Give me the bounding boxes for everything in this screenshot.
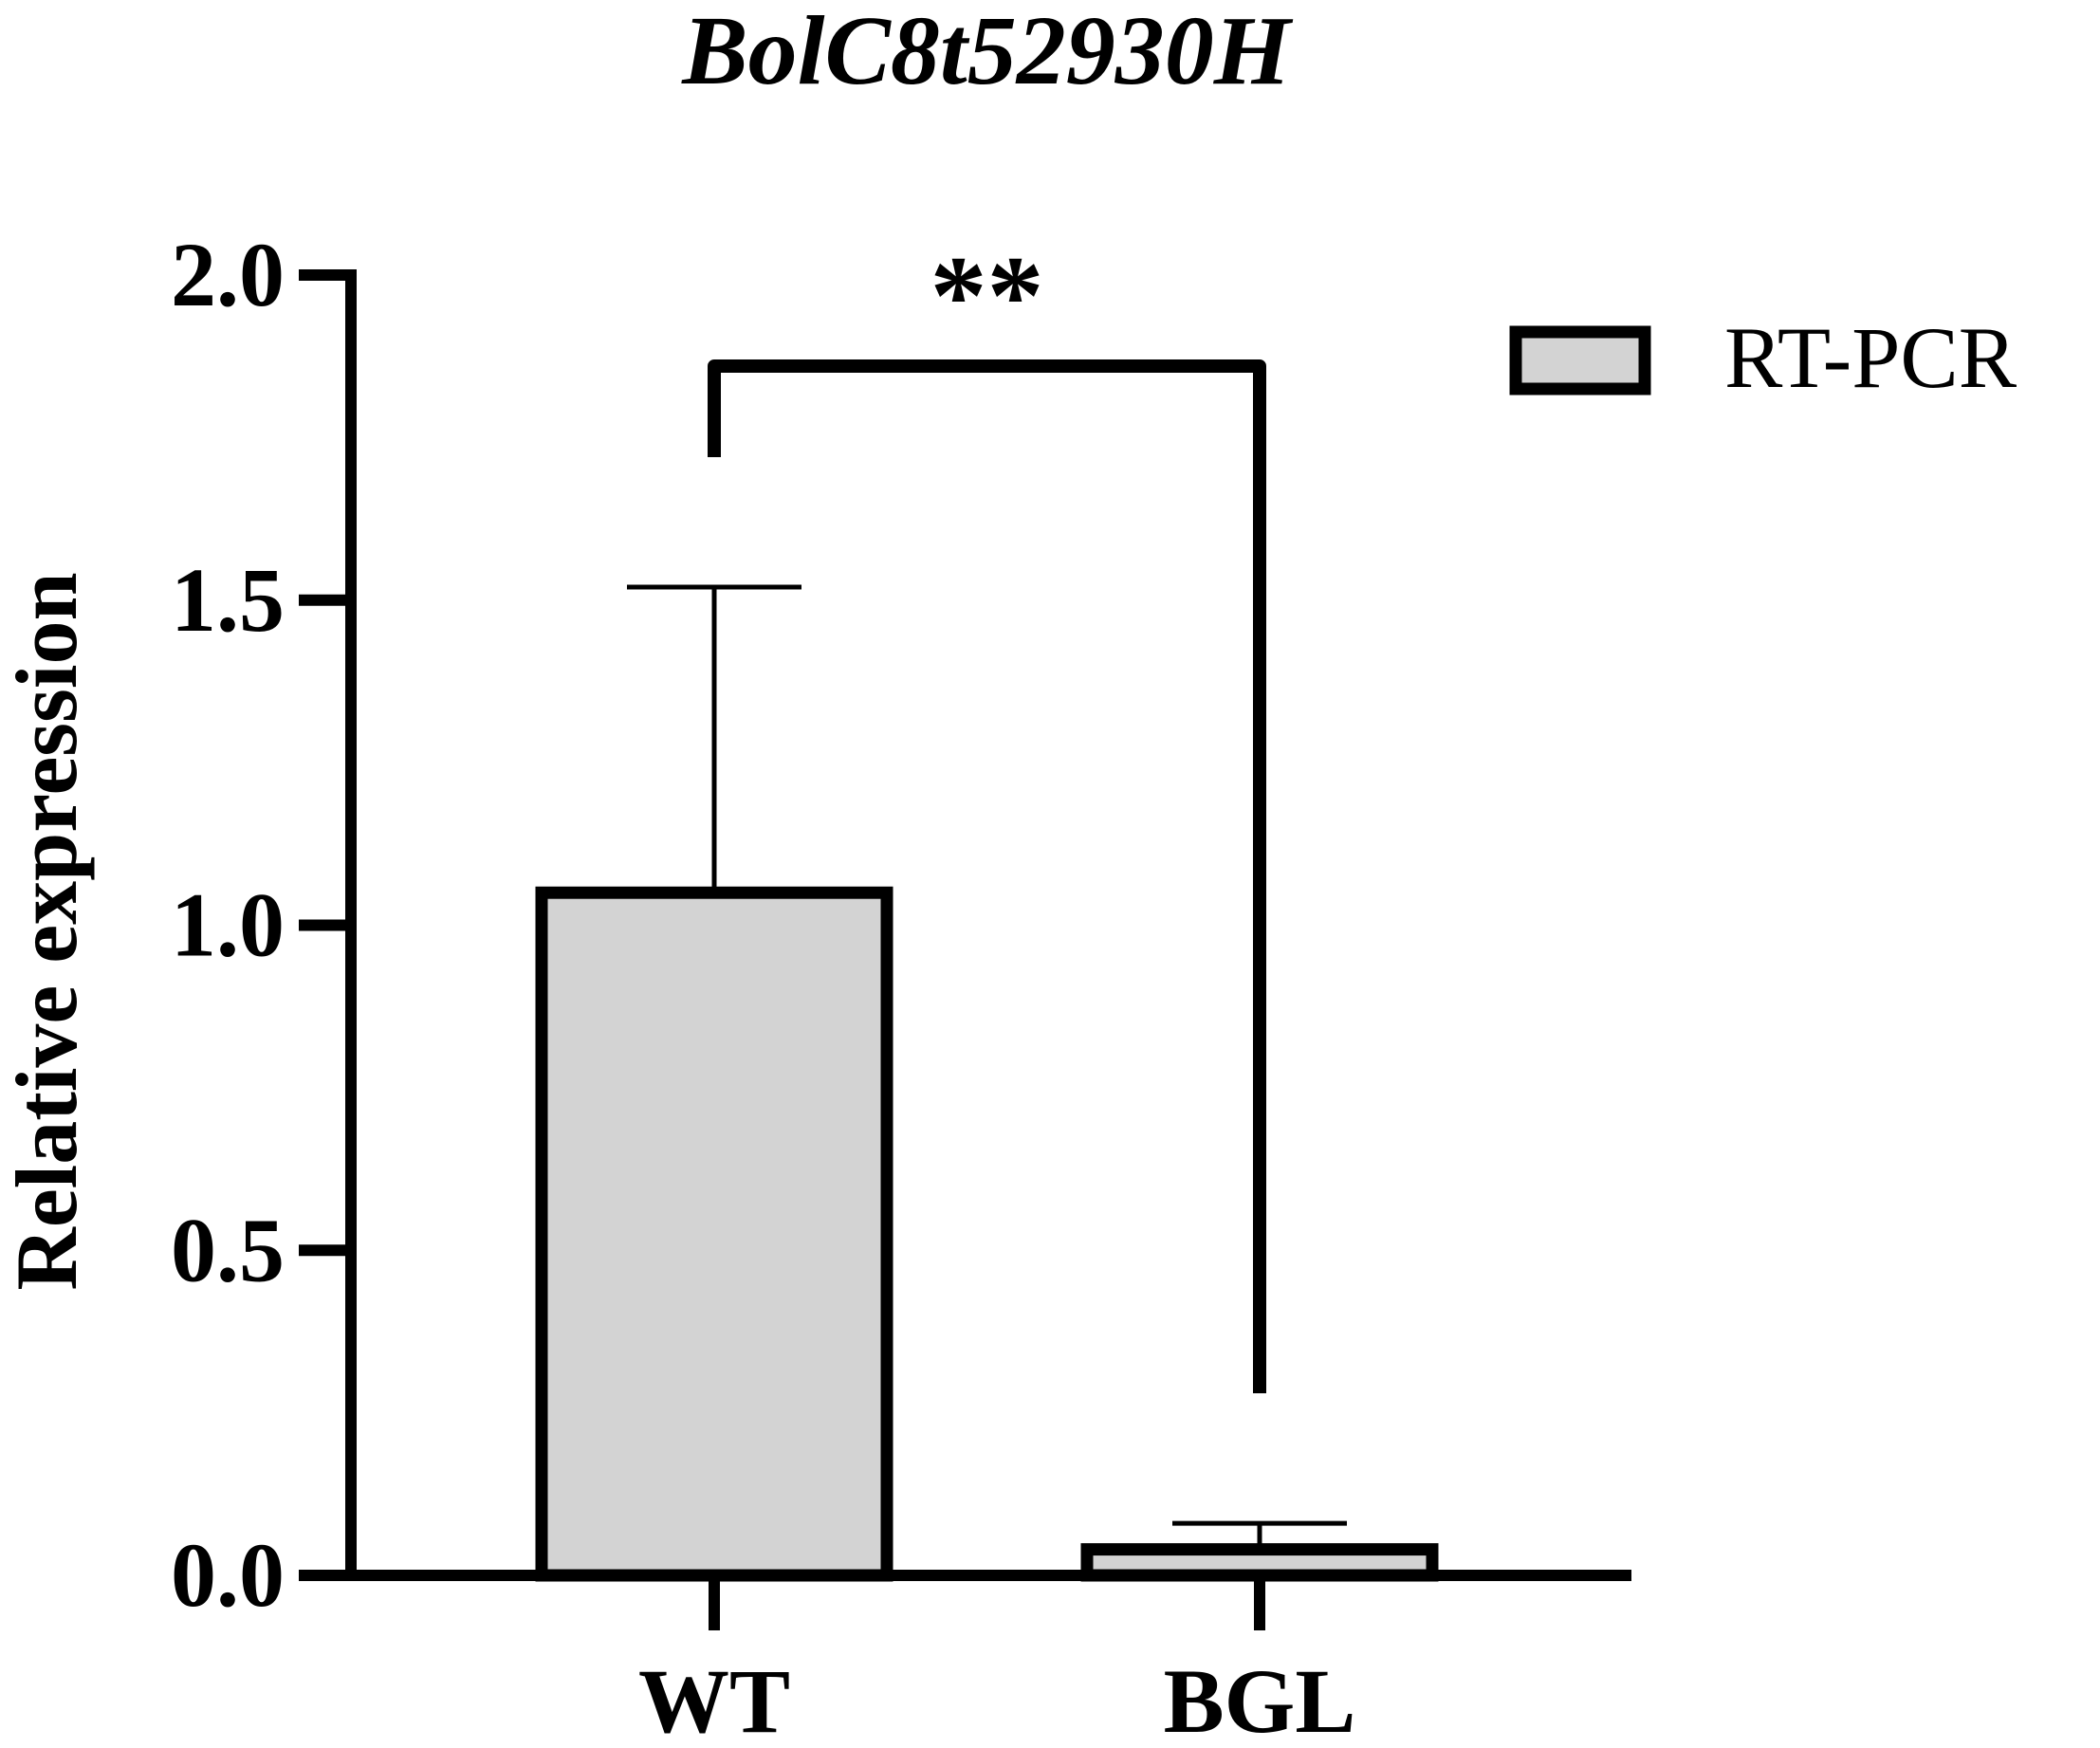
significance-bracket: ** <box>708 232 1266 1394</box>
bar-bgl <box>1080 1543 1439 1582</box>
y-tick-label: 2.0 <box>171 224 285 325</box>
y-tick-label: 1.0 <box>171 874 285 976</box>
y-tick-label: 0.5 <box>171 1199 285 1300</box>
y-axis: 0.0 0.5 1.0 1.5 2.0 <box>171 224 357 1626</box>
legend-label-rt-pcr: RT-PCR <box>1724 309 2017 406</box>
legend-swatch-rt-pcr <box>1509 325 1651 396</box>
x-tick-label: WT <box>638 1650 790 1748</box>
bars <box>535 886 1439 1582</box>
x-tick-label: BGL <box>1164 1650 1356 1748</box>
significance-label: ** <box>930 232 1044 359</box>
chart-title: BolC8t52930H <box>681 0 1294 105</box>
legend: RT-PCR <box>1509 309 2017 406</box>
bar-wt <box>535 886 893 1582</box>
significance-line <box>708 359 1266 1394</box>
y-tick-label: 0.0 <box>171 1524 285 1626</box>
y-tick-label: 1.5 <box>171 549 285 651</box>
y-axis-label: Relative expression <box>0 572 95 1290</box>
error-bars <box>627 584 1347 1550</box>
x-axis: WT BGL <box>345 1570 1631 1748</box>
